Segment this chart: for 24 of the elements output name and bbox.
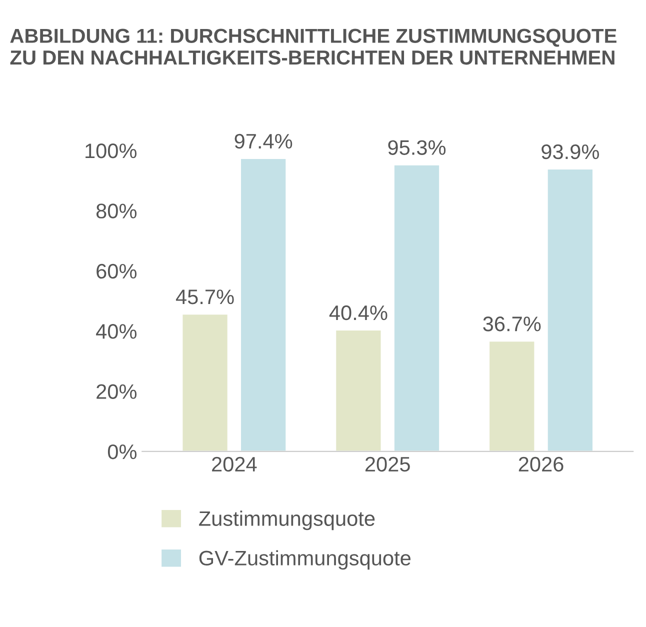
data-label: 93.9% [542, 144, 599, 160]
x-tick-label: 2025 [365, 456, 410, 472]
data-label: 40.4% [329, 305, 388, 320]
chart-title: ABBILDUNG 11: DURCHSCHNITTLICHE ZUSTIMMUNGSQUOTE ZU DEN NACHHALTIGKEITS-BERICHTEN DER UNTERNEHMEN [10, 28, 616, 65]
data-label: 45.7% [176, 290, 234, 304]
bar [488, 340, 536, 452]
bar [546, 168, 594, 452]
x-tick-label: 2024 [212, 456, 257, 472]
y-tick-label: 80% [96, 204, 137, 218]
y-tick-label: 100% [86, 143, 137, 158]
data-label: 36.7% [483, 316, 541, 332]
bar [393, 164, 440, 452]
y-tick-label: 20% [96, 384, 137, 399]
legend-label: Zustimmungsquote [199, 510, 375, 530]
x-tick-label: 2026 [518, 456, 564, 472]
bar [334, 329, 382, 452]
y-tick-label: 60% [96, 264, 137, 279]
bar [181, 313, 229, 452]
y-tick-label: 40% [96, 324, 137, 339]
bar [240, 158, 288, 452]
y-tick-label: 0% [108, 444, 137, 460]
data-label: 97.4% [234, 134, 292, 149]
legend-label: GV-Zustimmungsquote [199, 550, 410, 570]
data-label: 95.3% [388, 140, 446, 155]
